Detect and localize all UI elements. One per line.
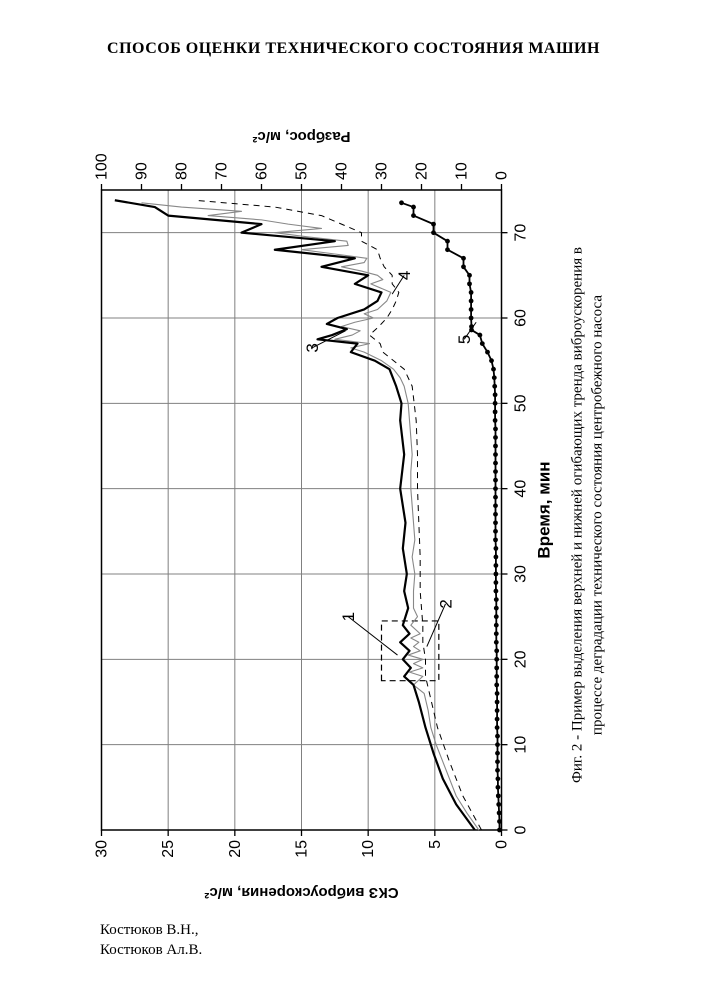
page-title: СПОСОБ ОЦЕНКИ ТЕХНИЧЕСКОГО СОСТОЯНИЯ МАШ… — [0, 40, 707, 58]
svg-text:30: 30 — [513, 565, 530, 583]
svg-text:4: 4 — [395, 271, 414, 280]
svg-text:50: 50 — [294, 162, 311, 180]
chart-container: 010203040506070Время, мин051015202530СКЗ… — [72, 105, 637, 925]
svg-text:70: 70 — [513, 224, 530, 242]
svg-text:50: 50 — [513, 394, 530, 412]
svg-text:70: 70 — [214, 162, 231, 180]
svg-text:15: 15 — [294, 840, 311, 858]
svg-text:40: 40 — [513, 480, 530, 498]
svg-text:5: 5 — [427, 840, 444, 849]
svg-text:10: 10 — [513, 736, 530, 754]
svg-text:10: 10 — [454, 162, 471, 180]
svg-text:80: 80 — [174, 162, 191, 180]
authors-block: Костюков В.Н., Костюков Ал.В. — [100, 921, 202, 960]
svg-text:90: 90 — [134, 162, 151, 180]
svg-text:20: 20 — [414, 162, 431, 180]
svg-text:60: 60 — [513, 309, 530, 327]
svg-text:30: 30 — [374, 162, 391, 180]
svg-text:40: 40 — [334, 162, 351, 180]
svg-text:процессе деградации техническо: процессе деградации технического состоян… — [590, 295, 606, 735]
svg-text:0: 0 — [513, 825, 530, 834]
author-line-1: Костюков В.Н., — [100, 921, 202, 941]
svg-text:10: 10 — [360, 840, 377, 858]
chart-svg: 010203040506070Время, мин051015202530СКЗ… — [72, 105, 632, 925]
svg-text:СКЗ виброускорения, м/с²: СКЗ виброускорения, м/с² — [204, 884, 398, 901]
svg-text:100: 100 — [94, 153, 111, 180]
svg-text:60: 60 — [254, 162, 271, 180]
svg-text:3: 3 — [303, 343, 322, 352]
svg-text:Фиг. 2 - Пример выделения ве: Фиг. 2 - Пример выделения верхней и нижн… — [570, 247, 586, 783]
svg-text:0: 0 — [494, 171, 511, 180]
svg-text:30: 30 — [94, 840, 111, 858]
svg-text:0: 0 — [494, 840, 511, 849]
svg-text:2: 2 — [437, 599, 456, 608]
svg-text:20: 20 — [227, 840, 244, 858]
author-line-2: Костюков Ал.В. — [100, 941, 202, 961]
svg-text:Время, мин: Время, мин — [535, 461, 554, 558]
svg-text:25: 25 — [160, 840, 177, 858]
svg-text:5: 5 — [455, 335, 474, 344]
svg-text:Разброс, м/с²: Разброс, м/с² — [252, 128, 350, 145]
svg-text:20: 20 — [513, 650, 530, 668]
svg-text:1: 1 — [339, 612, 358, 621]
